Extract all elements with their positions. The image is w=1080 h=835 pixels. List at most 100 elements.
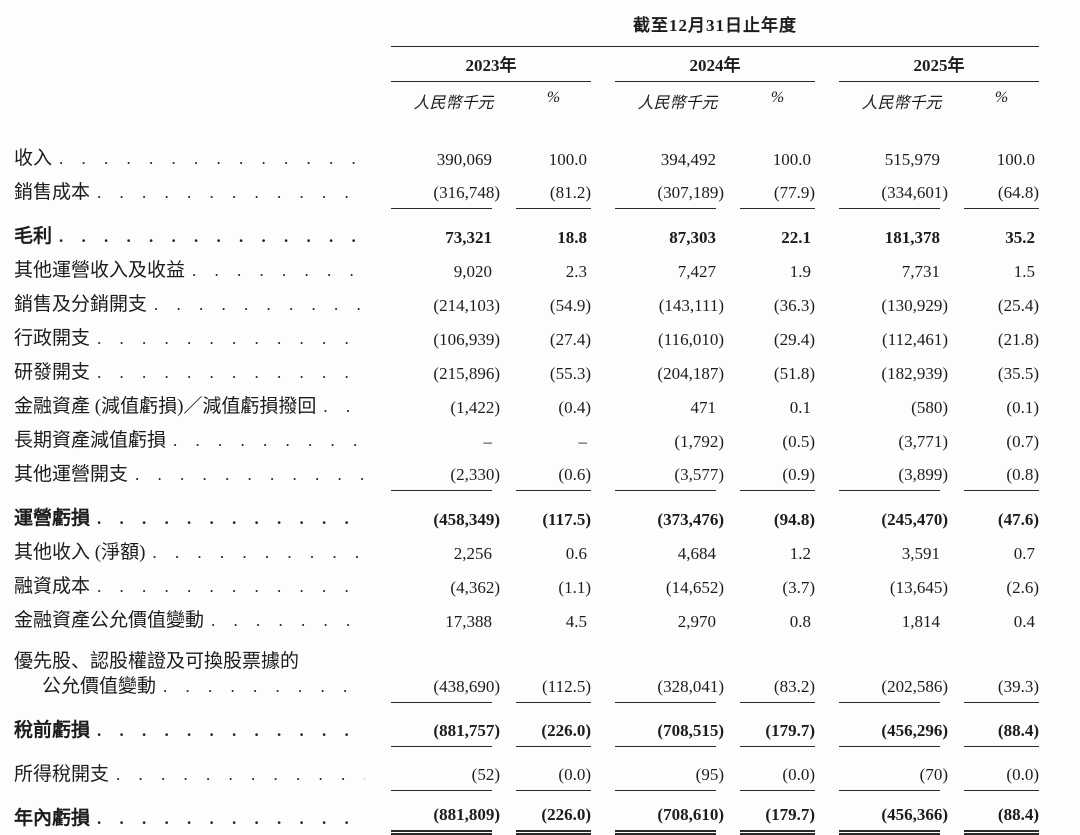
cell-percent-2023: – (578, 432, 588, 451)
dot-leader (152, 540, 365, 565)
row-label-text: 銷售及分銷開支 (14, 294, 148, 315)
table-row: 其他運營開支 (2,330) (0.6) (3,577) (0.9) (3,89… (14, 457, 1066, 491)
row-label-text: 融資成本 (14, 576, 91, 597)
dot-leader (323, 394, 365, 419)
cell-amount-2023: 2,256 (453, 544, 492, 563)
cell-amount-2025: 7,731 (901, 262, 940, 281)
cell-percent-2025: (0.8) (964, 463, 1039, 491)
cell-percent-2023: (0.6) (516, 463, 591, 491)
cell-amount-2023: 390,069 (436, 150, 492, 169)
dot-leader (97, 326, 365, 351)
cell-amount-2023: (214,103) (433, 296, 500, 315)
cell-percent-2024: 1.2 (789, 544, 811, 563)
cell-amount-2025: (182,939) (881, 364, 948, 383)
dot-leader (97, 180, 365, 205)
row-label-text: 稅前虧損 (14, 720, 91, 741)
table-body: 收入 390,069 100.0 394,492 100.0 515,979 1… (14, 123, 1066, 835)
cell-percent-2023: (0.4) (558, 398, 591, 417)
table-row: 研發開支 (215,896) (55.3) (204,187) (51.8) (… (14, 355, 1066, 389)
row-label: 運營虧損 (14, 506, 391, 535)
cell-percent-2023: (226.0) (516, 719, 591, 747)
dot-leader (97, 360, 365, 385)
row-label-line1: 優先股、認股權證及可換股票據的 (14, 651, 300, 672)
cell-percent-2025: (88.4) (964, 803, 1039, 835)
cell-amount-2023: (458,349) (433, 510, 500, 529)
cell-percent-2025: (21.8) (997, 330, 1039, 349)
cell-amount-2023: 9,020 (453, 262, 492, 281)
cell-percent-2025: 0.4 (1013, 612, 1035, 631)
cell-percent-2024: 1.9 (789, 262, 811, 281)
cell-amount-2024: (708,610) (615, 803, 724, 835)
cell-percent-2025: (35.5) (997, 364, 1039, 383)
cell-amount-2025: (245,470) (881, 510, 948, 529)
row-label: 銷售及分銷開支 (14, 292, 391, 321)
cell-percent-2025: (64.8) (964, 181, 1039, 209)
cell-percent-2024: (29.4) (773, 330, 815, 349)
dot-leader (135, 462, 365, 487)
year-header-2024: 2024年 (615, 47, 815, 82)
row-label: 優先股、認股權證及可換股票據的 公允價值變動 (14, 649, 391, 703)
cell-amount-2023: (438,690) (391, 675, 500, 703)
row-label-text: 其他運營開支 (14, 464, 129, 485)
cell-percent-2023: 2.3 (565, 262, 587, 281)
row-label-text: 運營虧損 (14, 508, 91, 529)
row-label-text: 研發開支 (14, 362, 91, 383)
period-header: 截至12月31日止年度 (391, 10, 1039, 47)
cell-percent-2023: (27.4) (549, 330, 591, 349)
cell-percent-2024: 100.0 (772, 150, 811, 169)
cell-percent-2023: (81.2) (516, 181, 591, 209)
percent-header-2023: % (546, 89, 561, 106)
row-label-text: 年內虧損 (14, 808, 91, 829)
cell-percent-2025: 1.5 (1013, 262, 1035, 281)
cell-percent-2023: 18.8 (557, 228, 587, 247)
cell-amount-2025: (456,366) (839, 803, 948, 835)
table-row: 行政開支 (106,939) (27.4) (116,010) (29.4) (… (14, 321, 1066, 355)
cell-percent-2024: (179.7) (740, 803, 815, 835)
table-row: 金融資產公允價值變動 17,388 4.5 2,970 0.8 1,814 0.… (14, 603, 1066, 637)
cell-amount-2025: (202,586) (839, 675, 948, 703)
cell-percent-2024: (94.8) (773, 510, 815, 529)
cell-percent-2023: (54.9) (549, 296, 591, 315)
row-label-text: 其他收入 (淨額) (14, 542, 146, 563)
row-label: 稅前虧損 (14, 718, 391, 747)
cell-amount-2023: (881,809) (391, 803, 500, 835)
cell-amount-2024: (143,111) (658, 296, 724, 315)
dot-leader (97, 506, 365, 531)
year-header-2023: 2023年 (391, 47, 591, 82)
row-label: 金融資產公允價值變動 (14, 608, 391, 637)
cell-amount-2023: (1,422) (450, 398, 500, 417)
year-header-2025: 2025年 (839, 47, 1039, 82)
cell-amount-2025: (130,929) (881, 296, 948, 315)
cell-percent-2024: (0.5) (782, 432, 815, 451)
cell-amount-2024: 7,427 (677, 262, 716, 281)
cell-amount-2024: (708,515) (615, 719, 724, 747)
row-label: 年內虧損 (14, 806, 391, 835)
cell-amount-2023: – (483, 432, 493, 451)
cell-amount-2024: (95) (615, 763, 724, 791)
cell-percent-2023: 4.5 (565, 612, 587, 631)
cell-percent-2024: (83.2) (740, 675, 815, 703)
cell-percent-2025: (47.6) (997, 510, 1039, 529)
dot-leader (192, 258, 365, 283)
dot-leader (211, 608, 365, 633)
cell-amount-2025: 515,979 (884, 150, 940, 169)
cell-percent-2025: (0.1) (1006, 398, 1039, 417)
cell-percent-2024: (0.0) (740, 763, 815, 791)
cell-percent-2023: (117.5) (542, 510, 591, 529)
row-label: 行政開支 (14, 326, 391, 355)
cell-amount-2023: (316,748) (391, 181, 500, 209)
row-label: 所得稅開支 (14, 762, 391, 791)
cell-percent-2024: (0.9) (740, 463, 815, 491)
table-row: 優先股、認股權證及可換股票據的 公允價值變動 (438,690) (112.5)… (14, 637, 1066, 703)
cell-amount-2025: (334,601) (839, 181, 948, 209)
cell-percent-2024: 0.8 (789, 612, 811, 631)
table-row: 其他收入 (淨額) 2,256 0.6 4,684 1.2 3,591 0.7 (14, 535, 1066, 569)
cell-amount-2024: 471 (690, 398, 717, 417)
row-label-text: 行政開支 (14, 328, 91, 349)
unit-header-2025: 人民幣千元 (861, 95, 942, 112)
cell-percent-2023: (55.3) (549, 364, 591, 383)
table-row: 年內虧損 (881,809) (226.0) (708,610) (179.7)… (14, 801, 1066, 835)
cell-amount-2025: (456,296) (839, 719, 948, 747)
cell-amount-2024: (116,010) (658, 330, 724, 349)
